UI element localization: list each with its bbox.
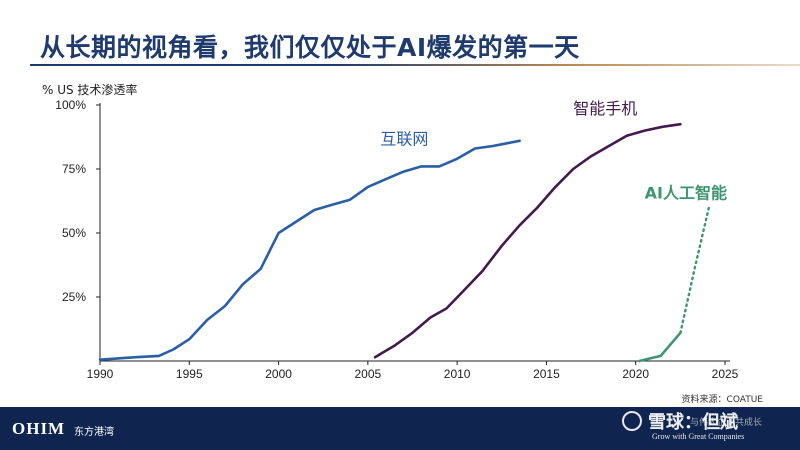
- x-tick-label: 2005: [355, 367, 382, 381]
- series-label-0: 互联网: [380, 130, 428, 149]
- source-note: 资料来源：COATUE: [681, 395, 763, 405]
- x-tick-label: 2015: [533, 367, 560, 381]
- y-tick-label: 100%: [55, 98, 86, 112]
- series-line-3: [679, 206, 711, 334]
- series-line-1: [373, 122, 682, 359]
- y-axis-label: % US 技术渗透率: [42, 83, 138, 97]
- y-tick-label: 25%: [62, 290, 86, 304]
- x-tick-label: 2010: [444, 367, 471, 381]
- series-line-0: [98, 139, 521, 362]
- series-label-1: 智能手机: [573, 99, 637, 118]
- company-name: 东方港湾: [74, 427, 114, 438]
- series-labels: 互联网 智能手机 AI人工智能: [380, 99, 727, 202]
- x-tick-label: 1990: [87, 367, 114, 381]
- y-tick-label: 75%: [62, 162, 86, 176]
- x-tick-label: 2020: [622, 367, 649, 381]
- title-divider: [30, 64, 800, 66]
- watermark: 雪球：但斌: [622, 408, 738, 434]
- series-label-2: AI人工智能: [645, 183, 727, 202]
- x-tick-label: 2025: [712, 367, 739, 381]
- x-tick-label: 2000: [265, 367, 292, 381]
- xueqiu-watermark-icon: [622, 411, 642, 431]
- axes: 1990 1995 2000 2005 2010 2015 2020 2025 25% 50% 75…: [55, 98, 738, 381]
- series-line-2: [637, 331, 682, 363]
- series-lines: [98, 122, 711, 363]
- y-tick-label: 50%: [62, 226, 86, 240]
- page-title: 从长期的视角看，我们仅仅处于AI爆发的第一天: [40, 33, 580, 62]
- tagline: Grow with Great Companies: [652, 432, 745, 441]
- x-tick-label: 1995: [176, 367, 203, 381]
- footer-bar: OHIM 东方港湾 与伟大企业共成长 Grow with Great Compa…: [0, 407, 800, 450]
- tagline-chinese: 与伟大企业共成长: [690, 418, 763, 428]
- company-logo: OHIM: [12, 419, 66, 438]
- watermark-text: 雪球：但斌: [648, 412, 738, 433]
